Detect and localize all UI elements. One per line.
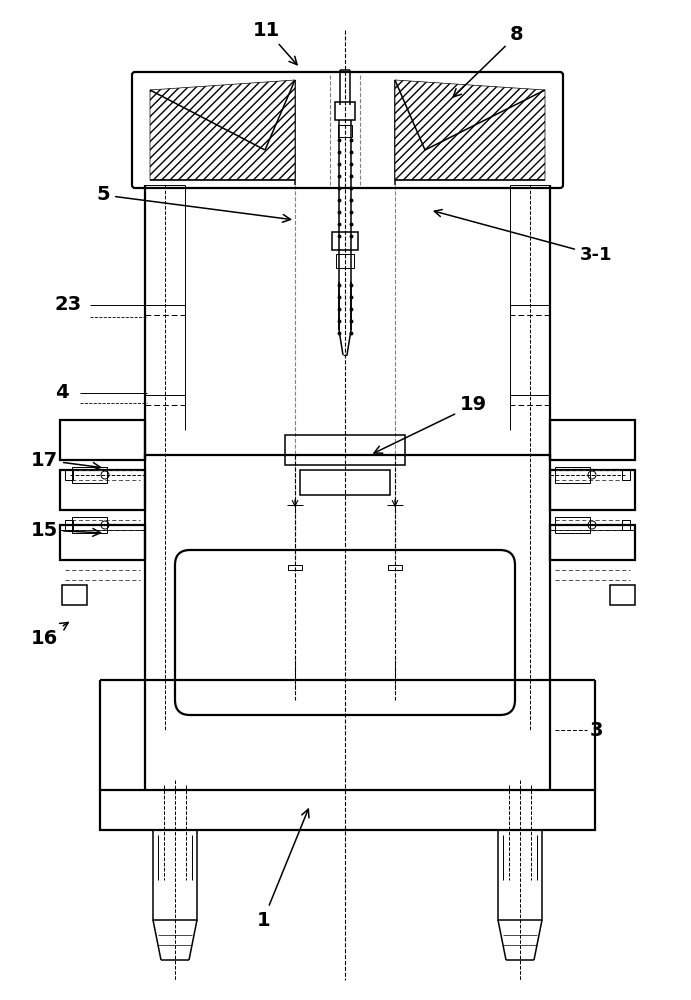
Bar xyxy=(60,470,145,510)
Bar xyxy=(336,254,354,268)
Bar xyxy=(288,565,302,570)
Bar xyxy=(498,830,542,920)
Bar xyxy=(550,420,635,460)
Text: 15: 15 xyxy=(31,520,100,540)
Bar xyxy=(555,517,590,533)
Bar xyxy=(145,455,550,680)
Text: 4: 4 xyxy=(55,383,68,402)
Bar xyxy=(62,585,87,605)
Bar xyxy=(72,517,107,533)
Text: 19: 19 xyxy=(374,395,487,453)
Bar xyxy=(100,790,595,830)
Polygon shape xyxy=(150,80,295,180)
Bar xyxy=(72,467,107,483)
Text: 17: 17 xyxy=(31,450,101,470)
Text: 8: 8 xyxy=(453,25,524,97)
Bar xyxy=(622,470,630,480)
Bar xyxy=(60,525,145,560)
Bar xyxy=(335,102,355,120)
Text: 16: 16 xyxy=(31,622,68,648)
Bar xyxy=(338,125,352,137)
Bar xyxy=(65,470,73,480)
Bar xyxy=(153,830,197,920)
Bar xyxy=(550,525,635,560)
Bar xyxy=(300,470,390,495)
Bar xyxy=(555,467,590,483)
Polygon shape xyxy=(395,80,545,180)
Bar xyxy=(60,420,145,460)
Text: 3-1: 3-1 xyxy=(435,210,612,264)
Text: 1: 1 xyxy=(256,809,309,930)
Text: 3: 3 xyxy=(590,720,603,740)
Bar xyxy=(65,520,73,530)
Bar xyxy=(285,435,405,465)
Bar xyxy=(550,470,635,510)
Bar xyxy=(622,520,630,530)
Bar xyxy=(610,585,635,605)
Text: 23: 23 xyxy=(55,296,82,314)
Text: 11: 11 xyxy=(253,20,297,65)
Bar xyxy=(388,565,402,570)
Bar xyxy=(332,232,358,250)
Text: 5: 5 xyxy=(96,186,290,222)
